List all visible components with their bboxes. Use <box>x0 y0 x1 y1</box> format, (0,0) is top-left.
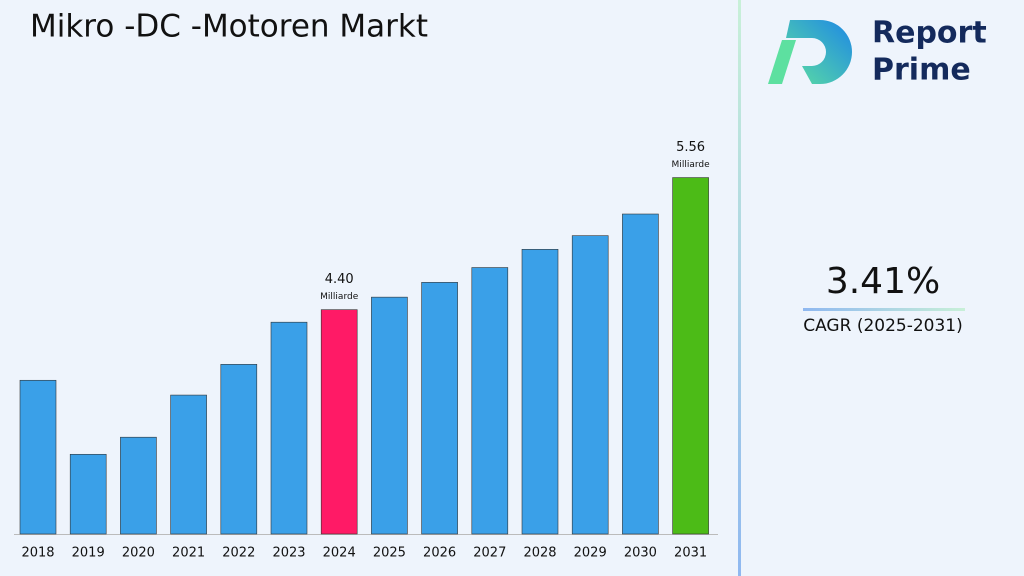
x-tick-label: 2024 <box>323 546 356 561</box>
x-tick-label: 2022 <box>222 546 255 561</box>
x-tick-label: 2031 <box>674 546 707 561</box>
data-unit: Milliarde <box>320 292 359 302</box>
brand: Report <box>872 16 987 51</box>
x-tick-label: 2018 <box>21 546 54 561</box>
bar <box>120 436 157 535</box>
bar <box>471 267 509 535</box>
x-tick-label: 2030 <box>624 546 657 561</box>
bar <box>672 177 709 535</box>
bar <box>69 453 107 535</box>
bar <box>270 321 308 535</box>
chart-title: Mikro -DC -Motoren Markt <box>30 9 428 45</box>
x-tick-label: 2026 <box>423 546 456 561</box>
bar <box>19 379 57 535</box>
logo: Report Prime <box>768 16 987 88</box>
bar <box>220 364 258 535</box>
x-tick-label: 2027 <box>473 546 506 561</box>
x-tick-label: 2028 <box>523 546 556 561</box>
logo-mark <box>786 20 852 84</box>
x-tick-label: 2025 <box>373 546 406 561</box>
x-tick-label: 2020 <box>122 546 155 561</box>
logo-mark <box>768 40 796 84</box>
x-tick-label: 2019 <box>72 546 105 561</box>
bar <box>320 309 358 535</box>
data-label: 5.56 <box>676 140 705 155</box>
x-tick-label: 2023 <box>272 546 305 561</box>
cagr-label: CAGR (2025-2031) <box>803 316 963 336</box>
bar <box>421 282 458 535</box>
divider <box>738 0 741 576</box>
data-unit: Milliarde <box>672 160 711 170</box>
x-tick-label: 2029 <box>574 546 607 561</box>
x-tick-label: 2021 <box>172 546 205 561</box>
bar <box>622 213 659 535</box>
bar <box>371 296 408 535</box>
cagr-value: 3.41% <box>826 261 940 302</box>
brand: Prime <box>872 53 971 88</box>
data-label: 4.40 <box>325 272 354 287</box>
bar <box>571 235 609 535</box>
bar <box>521 249 559 535</box>
underline <box>803 308 965 311</box>
bar <box>170 394 207 535</box>
